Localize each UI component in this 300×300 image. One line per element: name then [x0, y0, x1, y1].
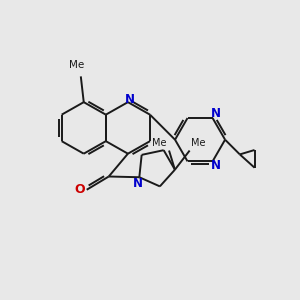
- Text: N: N: [124, 93, 134, 106]
- Text: N: N: [211, 159, 220, 172]
- Text: O: O: [74, 183, 85, 196]
- Text: Me: Me: [191, 138, 206, 148]
- Text: N: N: [133, 177, 143, 190]
- Text: N: N: [211, 107, 220, 120]
- Text: Me: Me: [69, 61, 84, 70]
- Text: Me: Me: [152, 138, 167, 148]
